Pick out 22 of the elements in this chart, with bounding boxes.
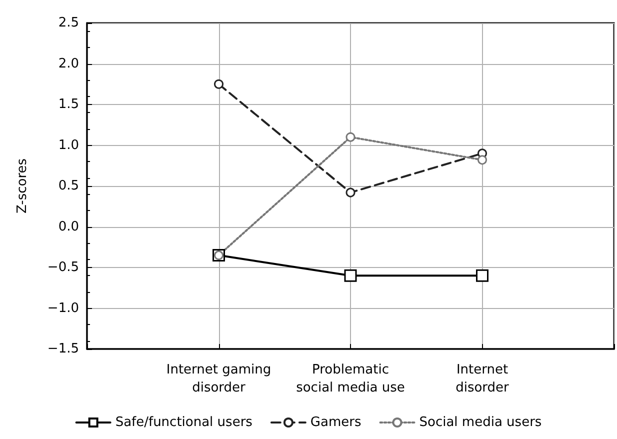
y-tick-label: 0.0 [58, 219, 79, 234]
y-tick-label: 2.5 [58, 16, 79, 30]
y-tick-label: 1.0 [58, 138, 79, 153]
legend-label: Social media users [419, 415, 542, 430]
x-tick-label: Internet disorder [456, 362, 510, 396]
x-tick-label: Problematic social media use [296, 362, 405, 396]
legend-label: Gamers [310, 415, 362, 430]
y-tick-label: −0.5 [47, 260, 79, 275]
y-tick-label: −1.0 [47, 300, 79, 316]
y-tick-label: 1.5 [58, 97, 79, 112]
point [476, 269, 488, 282]
x-tick-label: Internet gaming disorder [166, 362, 272, 396]
y-tick-label: 2.0 [58, 56, 79, 72]
point [214, 79, 224, 89]
point [346, 132, 356, 142]
legend-label: Safe/functional users [115, 415, 253, 430]
y-axis-title: Z-scores [15, 158, 30, 214]
point [344, 269, 357, 282]
y-tick-label: −1.5 [47, 342, 79, 356]
point [478, 155, 487, 165]
point [346, 188, 356, 198]
y-tick-label: 0.5 [58, 178, 79, 194]
